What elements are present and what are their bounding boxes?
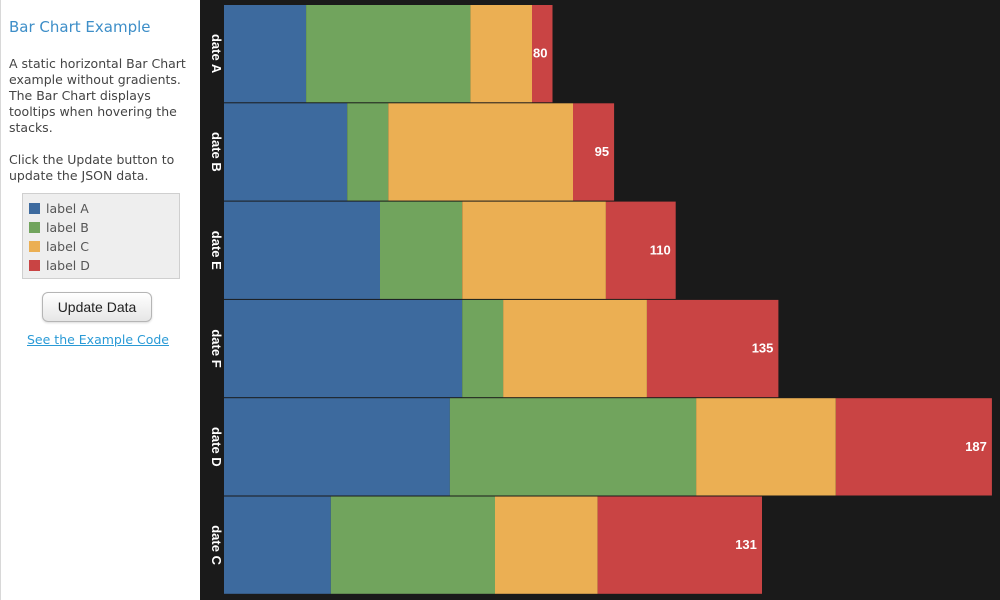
legend: label A label B label C label D — [22, 193, 180, 279]
legend-item-label-a: label A — [29, 199, 179, 218]
bar-segment[interactable] — [224, 201, 380, 299]
bar-segment[interactable] — [449, 398, 697, 496]
bar-total-label: 80 — [533, 46, 547, 61]
bar-segment[interactable] — [224, 299, 463, 398]
bar-segment[interactable] — [696, 398, 836, 496]
legend-swatch — [29, 241, 40, 252]
legend-label: label B — [46, 220, 89, 235]
update-data-button[interactable]: Update Data — [42, 292, 152, 322]
update-instructions: Click the Update button to update the JS… — [9, 152, 175, 183]
category-label: date E — [209, 231, 224, 270]
legend-swatch — [29, 203, 40, 214]
bar-segment[interactable] — [224, 496, 331, 594]
legend-item-label-d: label D — [29, 256, 179, 275]
page-title: Bar Chart Example — [9, 18, 151, 36]
description-text: A static horizontal Bar Chart example wi… — [9, 56, 186, 135]
bar-segment[interactable] — [835, 398, 992, 496]
bar-total-label: 131 — [735, 537, 757, 552]
legend-label: label D — [46, 258, 90, 273]
bar-segment[interactable] — [597, 496, 762, 594]
example-code-link[interactable]: See the Example Code — [27, 332, 169, 347]
bar-total-label: 110 — [650, 242, 671, 257]
category-label: date D — [209, 427, 224, 467]
bar-segment[interactable] — [462, 299, 504, 398]
bar-segment[interactable] — [306, 5, 471, 103]
bar-total-label: 187 — [965, 439, 987, 454]
legend-swatch — [29, 222, 40, 233]
bar-segment[interactable] — [495, 496, 598, 594]
bar-segment[interactable] — [470, 5, 532, 103]
bar-segment[interactable] — [380, 201, 463, 299]
bar-segment[interactable] — [605, 201, 676, 299]
legend-label: label A — [46, 201, 89, 216]
bar-chart: 80 date A 95 date B 110 date E 135 date F 187 dat… — [200, 0, 1000, 600]
bar-segment[interactable] — [224, 103, 348, 201]
bar-segment[interactable] — [573, 103, 615, 201]
bar-segment[interactable] — [224, 5, 307, 103]
bar-segment[interactable] — [503, 299, 647, 398]
bar-segment[interactable] — [347, 103, 389, 201]
bar-total-label: 135 — [752, 341, 774, 356]
bar-segment[interactable] — [647, 299, 779, 398]
bar-segment[interactable] — [532, 5, 553, 103]
description: A static horizontal Bar Chart example wi… — [9, 56, 195, 200]
bar-chart-svg: 80 date A 95 date B 110 date E 135 date F 187 dat… — [209, 5, 992, 594]
category-label: date B — [209, 132, 224, 172]
bar-segment[interactable] — [388, 103, 574, 201]
category-label: date C — [209, 525, 224, 565]
bar-total-label: 95 — [595, 144, 609, 159]
bar-segment[interactable] — [462, 201, 606, 299]
category-label: date A — [209, 34, 224, 74]
bar-segment[interactable] — [224, 398, 450, 496]
bar-segment[interactable] — [330, 496, 496, 594]
category-label: date F — [209, 329, 224, 367]
legend-item-label-b: label B — [29, 218, 179, 237]
sidebar: Bar Chart Example A static horizontal Ba… — [0, 0, 200, 600]
legend-item-label-c: label C — [29, 237, 179, 256]
legend-swatch — [29, 260, 40, 271]
legend-label: label C — [46, 239, 89, 254]
